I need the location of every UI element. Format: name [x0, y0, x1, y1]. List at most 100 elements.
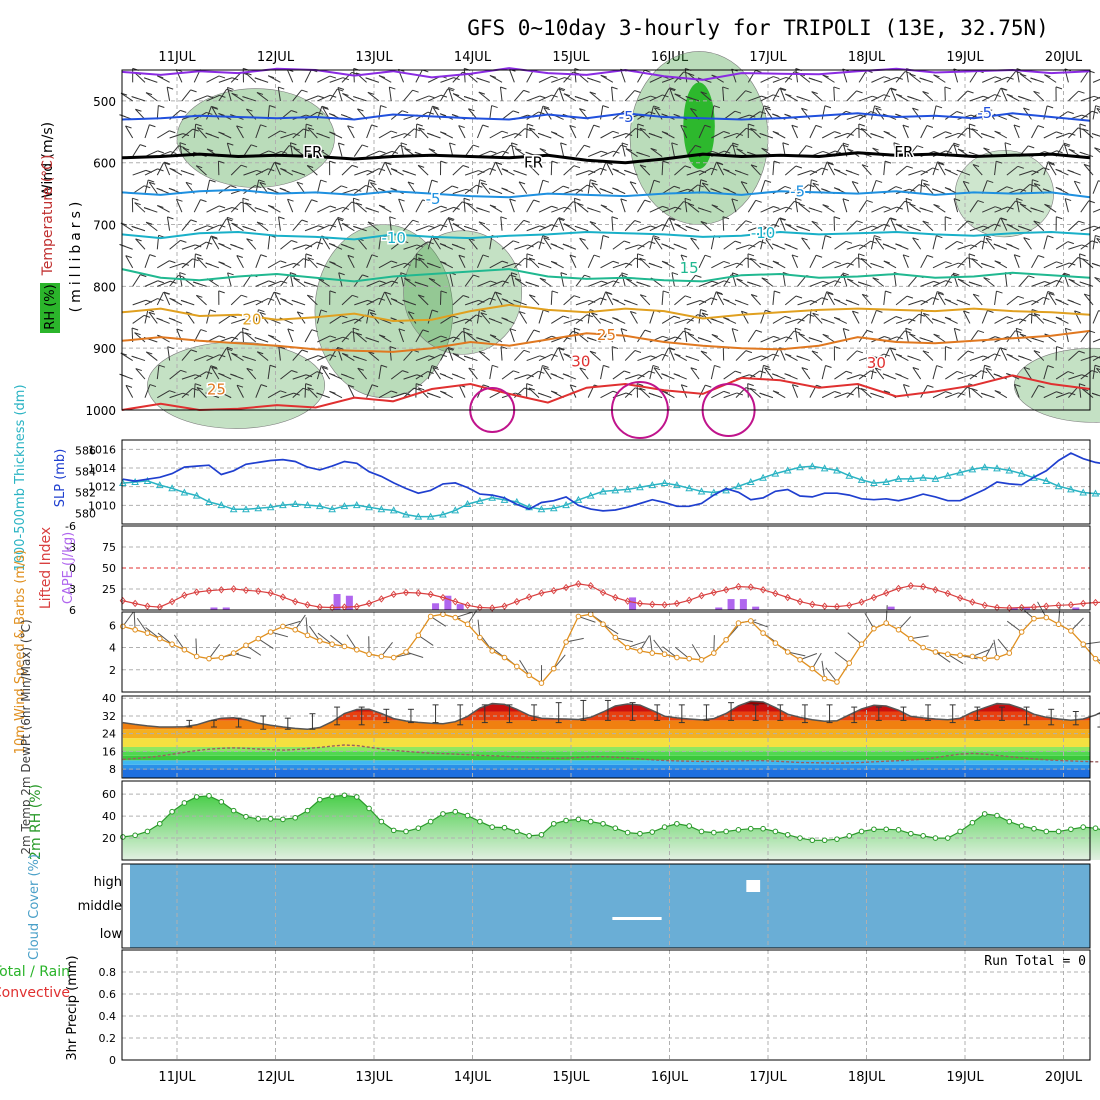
wind-barb-flag — [822, 280, 830, 284]
wind-barb-shaft — [495, 162, 503, 176]
wind-barb-flag — [468, 108, 475, 112]
slp-frame — [121, 439, 1091, 525]
wind-barb-shaft — [937, 292, 946, 306]
wind-barb-flag — [912, 237, 919, 241]
lifted-index-marker — [981, 601, 988, 609]
wind-barb-flag — [268, 297, 275, 301]
wind-barb-flag — [440, 290, 448, 294]
wind-barb-flag — [903, 254, 910, 258]
wind-barb-flag — [329, 160, 336, 164]
wind-barb-flag — [139, 144, 147, 148]
wind-barb-flag — [236, 384, 244, 388]
wind-barb-flag — [697, 207, 705, 211]
wind-barb-flag — [731, 198, 739, 202]
temp-ytick: 16 — [102, 745, 116, 758]
temp-ytick: 8 — [109, 763, 116, 776]
wind-barb-shaft — [932, 161, 938, 176]
surface-wind-barb — [972, 649, 990, 657]
wind-barb-shaft — [513, 90, 524, 102]
wind-barb-flag — [732, 272, 739, 276]
wind-barb-flag — [193, 281, 200, 285]
wind-barb-flag — [365, 184, 372, 188]
wind-barb-flag — [1016, 197, 1023, 201]
wind-barb-flag — [458, 254, 466, 258]
wind-barb-flag — [956, 370, 964, 374]
wind-barb-flag — [1074, 180, 1081, 184]
wind-speed-marker — [981, 655, 988, 662]
wind-barb-flag — [218, 205, 226, 209]
wind-barb-shaft — [464, 144, 474, 157]
wind-barb-flag — [166, 86, 174, 90]
wind-barb-flag — [963, 180, 970, 184]
wind-barb-flag — [242, 327, 249, 331]
wind-speed-marker — [871, 625, 877, 632]
wind-barb-shaft — [452, 201, 463, 213]
surface-wind-barb — [157, 632, 173, 645]
wind-barb-flag — [723, 260, 730, 264]
wind-barb-shaft — [169, 275, 179, 287]
wind-barb-flag — [612, 187, 619, 191]
lifted-index-marker — [1067, 601, 1074, 609]
wind-barb-flag — [241, 294, 248, 298]
wind-barb-flag — [573, 327, 581, 331]
wind-barb-flag — [558, 347, 565, 350]
wind-barb-flag — [180, 170, 188, 174]
wind-barb-shaft — [193, 371, 207, 380]
wind-barb-shaft — [256, 221, 269, 232]
wind-barb-shaft — [543, 237, 552, 250]
wind-barb-shaft — [538, 353, 552, 361]
wind-barb-flag — [1078, 350, 1085, 354]
contour-label: -5 — [619, 108, 634, 126]
wind-barb-flag — [551, 290, 559, 294]
wind-barb-shaft — [872, 277, 885, 287]
wind-barb-flag — [149, 124, 156, 128]
wind-barb-flag — [895, 93, 903, 97]
wind-barb-shaft — [526, 95, 540, 102]
wind-barb-shaft — [968, 253, 971, 268]
wind-barb-shaft — [731, 68, 737, 83]
wind-barb-flag — [542, 365, 549, 368]
wind-barb-shaft — [218, 207, 233, 213]
wind-barb-flag — [145, 221, 153, 225]
rh-marker — [341, 792, 348, 799]
wind-barb-shaft — [489, 280, 503, 287]
wind-barb-flag — [341, 114, 348, 118]
wind-barb-flag — [700, 179, 707, 183]
wind-barb-shaft — [612, 274, 622, 287]
wind-barb-shaft — [378, 365, 382, 380]
wind-barb-shaft — [193, 241, 207, 250]
wind-barb-flag — [785, 353, 792, 357]
wind-barb-flag — [384, 291, 392, 295]
wind-barb-flag — [784, 185, 792, 189]
wind-barb-flag — [833, 168, 841, 172]
wind-barb-shaft — [983, 277, 995, 287]
wind-barb-flag — [821, 318, 828, 322]
wind-barb-flag — [944, 187, 952, 191]
wind-barb-shaft — [860, 388, 872, 399]
wind-barb-flag — [303, 151, 311, 155]
wind-barb-shaft — [908, 300, 922, 306]
wind-barb-shaft — [821, 280, 836, 287]
wind-barb-shaft — [982, 76, 996, 83]
wind-barb-shaft — [194, 225, 208, 232]
wind-barb-flag — [268, 204, 275, 208]
wind-barb-flag — [468, 367, 475, 371]
wind-barb-flag — [357, 367, 364, 371]
rh-marker — [304, 807, 311, 814]
wind-barb-flag — [563, 223, 570, 227]
wind-barb-flag — [192, 387, 199, 391]
wind-barb-flag — [953, 272, 960, 276]
wind-barb-shaft — [193, 253, 196, 268]
wind-barb-flag — [134, 332, 141, 336]
rh-marker — [1018, 823, 1025, 829]
wind-barb-shaft — [317, 354, 331, 361]
wind-barb-flag — [218, 261, 225, 265]
wind-barb-shaft — [1000, 87, 1008, 102]
wind-barb-flag — [611, 346, 619, 350]
wind-barb-flag — [539, 277, 547, 281]
thickness-marker — [1042, 476, 1051, 484]
wind-barb-flag — [683, 330, 690, 334]
wind-barb-shaft — [378, 235, 382, 250]
wind-barb-shaft — [1081, 388, 1094, 399]
wind-barb-flag — [316, 262, 323, 266]
